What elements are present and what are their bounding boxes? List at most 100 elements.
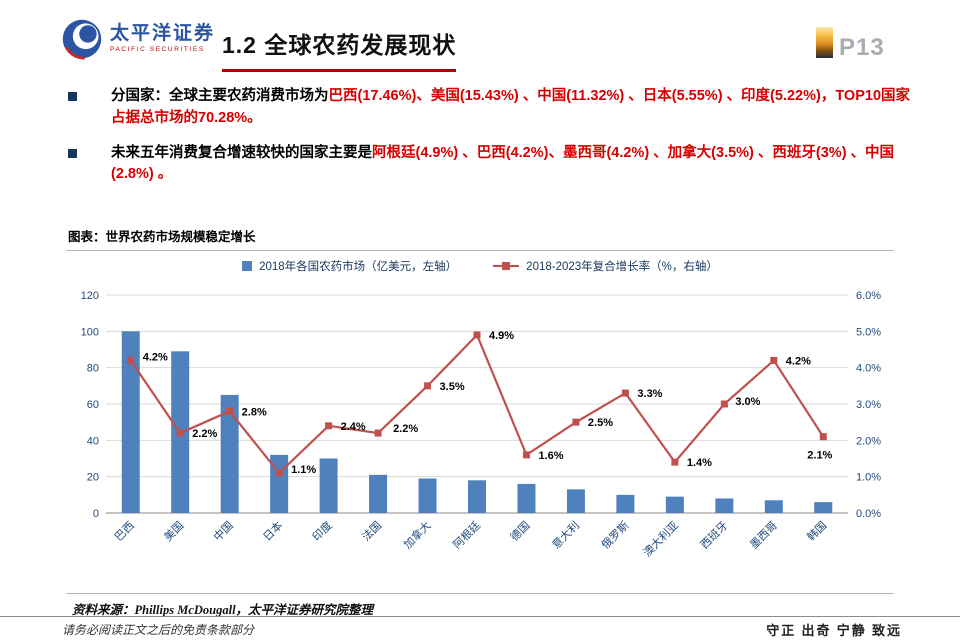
svg-text:1.1%: 1.1%	[291, 464, 316, 476]
source-note: 资料来源：Phillips McDougall，太平洋证券研究院整理	[72, 603, 374, 617]
svg-text:阿根廷: 阿根廷	[450, 518, 483, 551]
svg-text:日本: 日本	[260, 518, 285, 543]
svg-text:4.2%: 4.2%	[143, 351, 168, 363]
legend-item-line: 2018-2023年复合增长率（%，右轴）	[493, 258, 718, 274]
bullet-text-red: 阿根廷(4.9%) 、巴西(4.2%)、墨西哥(4.2%) 、加拿大(3.5%)…	[111, 144, 895, 183]
svg-text:德国: 德国	[507, 518, 532, 543]
line-point	[226, 407, 234, 415]
bar	[121, 331, 140, 513]
bar	[468, 480, 486, 513]
bullet-square-icon	[68, 148, 77, 158]
svg-text:法国: 法国	[359, 518, 384, 543]
svg-text:澳大利亚: 澳大利亚	[640, 518, 681, 559]
logo-en-text: PACIFIC SECURITIES	[110, 46, 205, 54]
pacific-securities-logo: 太平洋证券 PACIFIC SECURITIES	[60, 17, 215, 61]
svg-text:美国: 美国	[162, 519, 187, 544]
svg-text:4.0%: 4.0%	[856, 363, 881, 375]
svg-text:2.2%: 2.2%	[393, 423, 418, 435]
legend-label-line: 2018-2023年复合增长率（%，右轴）	[526, 261, 718, 273]
page-title: 1.2 全球农药发展现状	[222, 26, 457, 72]
svg-text:2.2%: 2.2%	[192, 428, 217, 440]
svg-text:3.0%: 3.0%	[735, 396, 760, 408]
svg-text:2.4%: 2.4%	[341, 421, 366, 433]
bullet-item: 分国家：全球主要农药消费市场为巴西(17.46%)、美国(15.43%) 、中国…	[64, 86, 910, 130]
bullet-list: 分国家：全球主要农药消费市场为巴西(17.46%)、美国(15.43%) 、中国…	[64, 86, 910, 199]
legend-item-bars: 2018年各国农药市场（亿美元，左轴）	[242, 258, 457, 274]
chart-panel: 2018年各国农药市场（亿美元，左轴） 2018-2023年复合增长率（%，右轴…	[66, 250, 894, 625]
svg-text:2.1%: 2.1%	[807, 450, 832, 462]
page-number: P13	[839, 34, 885, 61]
bar	[517, 483, 536, 513]
bar-swatch-icon	[242, 261, 253, 271]
source-row: 资料来源：Phillips McDougall，太平洋证券研究院整理	[66, 593, 894, 625]
svg-text:0.0%: 0.0%	[856, 508, 881, 520]
svg-text:1.4%: 1.4%	[687, 457, 712, 469]
svg-text:2.8%: 2.8%	[242, 406, 267, 418]
svg-text:1.0%: 1.0%	[856, 472, 881, 484]
svg-text:1.6%: 1.6%	[538, 450, 563, 462]
line-point	[127, 356, 135, 364]
bar	[418, 478, 437, 513]
svg-text:80: 80	[87, 363, 99, 375]
line-marker-icon	[493, 262, 520, 270]
bullet-square-icon	[68, 92, 77, 101]
line-point	[819, 433, 827, 441]
bar	[616, 494, 635, 513]
line-point	[374, 429, 382, 437]
motto-text: 守正 出奇 宁静 致远	[766, 623, 902, 638]
line-point	[572, 418, 580, 426]
svg-text:3.3%: 3.3%	[637, 388, 662, 400]
line-point	[176, 429, 184, 437]
svg-text:印度: 印度	[309, 518, 334, 543]
line-point	[424, 382, 432, 390]
line-point	[325, 422, 333, 430]
svg-text:2.0%: 2.0%	[856, 435, 881, 447]
data-labels: 4.2% 2.2% 2.8% 1.1% 2.4% 2.2% 3.5% 4.9% 1.6% 2.5%…	[143, 330, 833, 476]
combo-chart-svg: 0 20 40 60 80 100 120 0.0% 1.0% 2.0% 3.0% 4.0% 5.0% 6…	[81, 290, 882, 559]
line-series	[127, 331, 827, 477]
svg-text:4.9%: 4.9%	[489, 330, 514, 342]
logo-cn-text: 太平洋证券	[110, 23, 216, 45]
figure-caption: 图表：世界农药市场规模稳定增长	[68, 230, 256, 244]
svg-text:100: 100	[81, 326, 99, 338]
bullet-text-red: 巴西(17.46%)、美国(15.43%) 、中国(11.32%) 、日本(5.…	[111, 88, 911, 126]
bullet-text-black: 未来五年消费复合增速较快的国家主要是	[111, 144, 372, 161]
disclaimer-text: 请务必阅读正文之后的免责条款部分	[62, 623, 255, 637]
bar	[369, 474, 388, 513]
line-point	[473, 331, 481, 339]
pacific-logo-icon	[62, 19, 102, 60]
bar	[319, 458, 338, 513]
svg-text:120: 120	[81, 290, 99, 302]
svg-text:4.2%: 4.2%	[786, 355, 811, 367]
svg-text:加拿大: 加拿大	[400, 518, 433, 551]
bar	[814, 502, 833, 513]
bar	[764, 500, 783, 513]
line-point	[275, 469, 283, 477]
footer: 请务必阅读正文之后的免责条款部分 守正 出奇 宁静 致远	[0, 616, 960, 642]
x-axis-labels: 巴西 美国 中国 日本 印度 法国 加拿大 阿根廷 德国 意大利 俄罗斯 澳大利亚 西班牙 墨西哥 韩国	[113, 518, 830, 559]
bar	[715, 498, 734, 513]
svg-text:西班牙: 西班牙	[698, 519, 731, 552]
svg-text:韩国: 韩国	[804, 518, 829, 543]
svg-text:意大利: 意大利	[549, 518, 582, 551]
svg-text:3.5%: 3.5%	[440, 381, 465, 393]
svg-text:中国: 中国	[211, 519, 236, 544]
svg-text:0: 0	[93, 508, 99, 520]
line-point	[671, 458, 679, 466]
bar	[665, 496, 684, 513]
legend-label-bars: 2018年各国农药市场（亿美元，左轴）	[259, 261, 458, 273]
svg-text:60: 60	[87, 399, 99, 411]
bullet-text-black: 分国家：全球主要农药消费市场为	[111, 88, 329, 104]
svg-text:20: 20	[87, 472, 99, 484]
svg-text:6.0%: 6.0%	[856, 290, 881, 302]
svg-text:俄罗斯: 俄罗斯	[599, 519, 632, 552]
svg-text:巴西: 巴西	[113, 520, 137, 544]
line-point	[770, 356, 778, 364]
line-point	[522, 451, 530, 459]
svg-text:5.0%: 5.0%	[856, 326, 881, 338]
axis-tick-labels: 0 20 40 60 80 100 120 0.0% 1.0% 2.0% 3.0% 4.0% 5.0% 6…	[81, 290, 882, 520]
svg-text:40: 40	[87, 435, 99, 447]
bullet-item: 未来五年消费复合增速较快的国家主要是阿根廷(4.9%) 、巴西(4.2%)、墨西…	[64, 143, 910, 187]
bar	[220, 394, 239, 513]
